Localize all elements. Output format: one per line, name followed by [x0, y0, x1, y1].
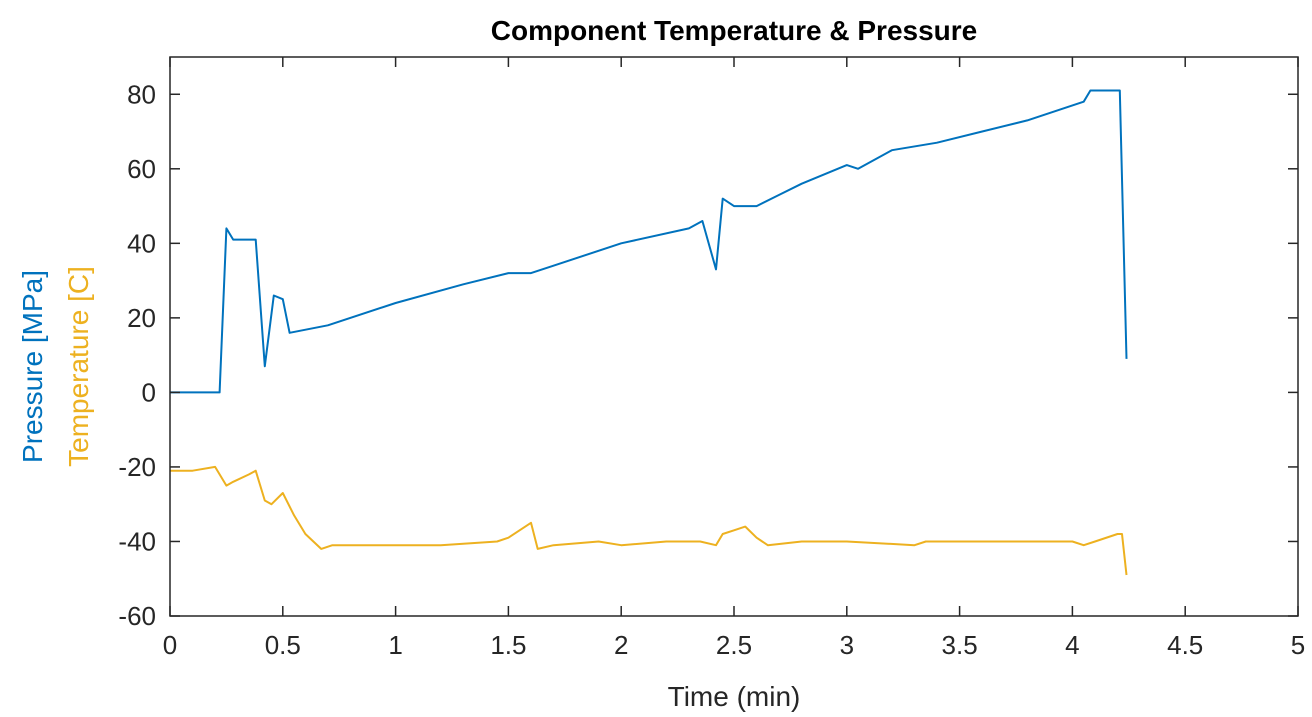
y-tick-label: 40	[127, 228, 156, 258]
x-tick-label: 2.5	[716, 630, 752, 660]
y-tick-label: 20	[127, 303, 156, 333]
plot-area	[170, 89, 1128, 576]
series-line-temperature	[170, 465, 1128, 576]
y-tick-label: -60	[118, 601, 156, 631]
x-tick-label: 3.5	[942, 630, 978, 660]
y-tick-label: 60	[127, 154, 156, 184]
y-axis-label-pressure: Pressure [MPa]	[17, 270, 48, 463]
y-tick-label: 0	[142, 377, 156, 407]
x-tick-label: 4.5	[1167, 630, 1203, 660]
chart-title: Component Temperature & Pressure	[491, 15, 978, 46]
x-tick-label: 0	[163, 630, 177, 660]
y-tick-label: -40	[118, 526, 156, 556]
axes-box	[169, 56, 1299, 617]
series-line-pressure	[170, 89, 1128, 394]
x-tick-label: 1	[388, 630, 402, 660]
x-tick-label: 2	[614, 630, 628, 660]
x-tick-label: 4	[1065, 630, 1079, 660]
x-tick-label: 1.5	[490, 630, 526, 660]
x-axis-label: Time (min)	[668, 681, 801, 712]
y-axis-label-temperature: Temperature [C]	[63, 266, 94, 467]
x-tick-label: 5	[1291, 630, 1305, 660]
x-tick-label: 3	[840, 630, 854, 660]
y-tick-label: 80	[127, 79, 156, 109]
y-tick-label: -20	[118, 452, 156, 482]
y-axis-label: Pressure [MPa] Temperature [C]	[17, 266, 94, 467]
x-axis: 0 0.5 1 1.5 2 2.5 3 3.5 4 4.5 5	[163, 57, 1305, 660]
x-tick-label: 0.5	[265, 630, 301, 660]
y-axis: -60 -40 -20 0 20 40 60 80	[118, 79, 1298, 631]
